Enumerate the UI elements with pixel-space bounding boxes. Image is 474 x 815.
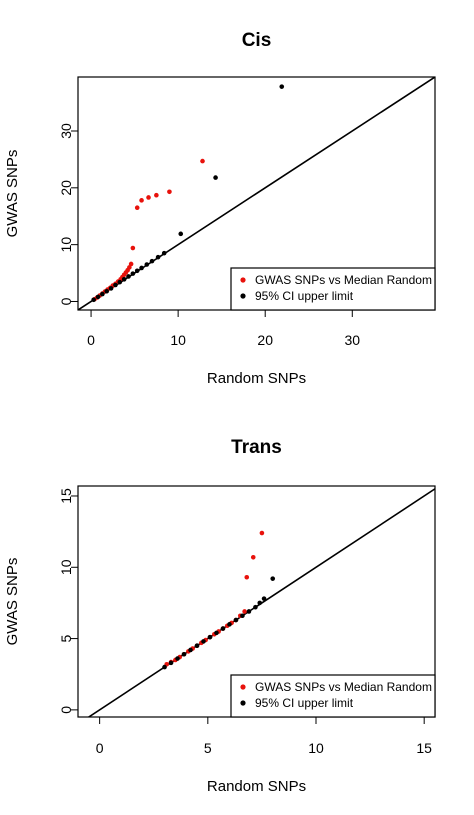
point-ci-upper: [246, 609, 252, 614]
point-ci-upper: [134, 268, 140, 274]
point-ci-upper: [188, 647, 193, 653]
point-ci-upper: [201, 639, 206, 644]
y-axis-label: GWAS SNPs: [4, 558, 21, 646]
point-ci-upper: [233, 617, 239, 623]
legend: GWAS SNPs vs Median Random 95% CI upper l…: [230, 267, 436, 311]
point-ci-upper: [261, 596, 267, 601]
point-ci-upper: [113, 282, 118, 288]
identity-line: [87, 487, 435, 717]
series-1: [91, 84, 285, 303]
point-gwas-vs-median: [200, 158, 205, 164]
point-ci-upper: [95, 294, 101, 300]
y-tick-label: 10: [58, 237, 74, 253]
point-ci-upper: [253, 604, 258, 610]
x-tick-label: 0: [87, 332, 95, 348]
legend-label: GWAS SNPs vs Median Random: [255, 680, 432, 694]
point-ci-upper: [155, 254, 161, 260]
chart-title: Cis: [242, 30, 272, 51]
x-tick-label: 20: [257, 332, 273, 348]
point-ci-upper: [181, 651, 187, 657]
point-gwas-vs-median: [128, 261, 134, 267]
point-ci-upper: [91, 297, 96, 303]
point-ci-upper: [207, 634, 213, 640]
point-gwas-vs-median: [242, 609, 247, 614]
legend-marker: [240, 293, 246, 299]
point-gwas-vs-median: [154, 192, 159, 198]
point-ci-upper: [162, 664, 167, 670]
legend-box: [230, 267, 436, 311]
point-ci-upper: [227, 622, 232, 627]
y-tick-label: 30: [58, 123, 74, 139]
point-gwas-vs-median: [250, 554, 256, 560]
legend-marker: [240, 684, 246, 690]
point-ci-upper: [175, 656, 180, 661]
point-ci-upper: [270, 576, 276, 581]
legend-label: 95% CI upper limit: [255, 696, 354, 710]
x-tick-label: 5: [204, 740, 212, 756]
y-tick-label: 20: [58, 180, 74, 196]
x-axis-label: Random SNPs: [207, 778, 306, 795]
point-ci-upper: [126, 274, 131, 279]
legend-label: GWAS SNPs vs Median Random: [255, 273, 432, 287]
point-ci-upper: [130, 271, 136, 276]
point-ci-upper: [257, 600, 263, 606]
series-0: [164, 530, 265, 667]
point-gwas-vs-median: [146, 195, 151, 200]
x-tick-label: 15: [416, 740, 432, 756]
x-tick-label: 30: [344, 332, 360, 348]
legend-box: [230, 674, 436, 718]
y-tick-label: 0: [58, 297, 74, 305]
series-1: [162, 576, 276, 670]
series-0: [92, 158, 205, 302]
point-ci-upper: [168, 660, 174, 666]
point-ci-upper: [144, 262, 150, 267]
point-gwas-vs-median: [127, 265, 132, 270]
point-gwas-vs-median: [244, 574, 250, 580]
point-ci-upper: [108, 286, 114, 291]
point-gwas-vs-median: [139, 198, 144, 203]
point-ci-upper: [220, 626, 226, 631]
x-axis-label: Random SNPs: [207, 370, 306, 387]
x-tick-label: 10: [170, 332, 186, 348]
point-ci-upper: [178, 231, 184, 237]
chart-title: Trans: [231, 437, 282, 458]
y-tick-label: 0: [58, 706, 74, 714]
point-ci-upper: [100, 291, 105, 297]
point-ci-upper: [279, 84, 285, 89]
point-ci-upper: [121, 277, 127, 282]
chart-trans: Trans 0 5 10 15 0 5 10 15 Random SNPs GWAS SNPs GWA…: [4, 437, 436, 795]
y-tick-label: 10: [58, 559, 74, 575]
chart-cis: Cis 0 10 20 30 0 10 20 30 Random SNPs GWAS SNPs GWA…: [4, 30, 436, 387]
point-gwas-vs-median: [134, 205, 140, 211]
y-axis-label: GWAS SNPs: [4, 150, 21, 238]
x-tick-label: 10: [308, 740, 324, 756]
y-tick-label: 15: [58, 488, 74, 504]
point-ci-upper: [213, 175, 218, 180]
legend: GWAS SNPs vs Median Random 95% CI upper l…: [230, 674, 436, 718]
y-tick-label: 5: [58, 634, 74, 642]
legend-label: 95% CI upper limit: [255, 289, 354, 303]
point-ci-upper: [240, 613, 245, 619]
legend-marker: [240, 700, 246, 706]
point-ci-upper: [104, 288, 110, 294]
legend-marker: [240, 277, 246, 283]
point-ci-upper: [214, 630, 219, 636]
point-ci-upper: [117, 279, 123, 285]
x-tick-label: 0: [96, 740, 104, 756]
point-ci-upper: [161, 250, 167, 256]
point-gwas-vs-median: [167, 189, 172, 195]
point-ci-upper: [194, 643, 200, 649]
point-gwas-vs-median: [130, 245, 136, 251]
point-ci-upper: [139, 265, 144, 271]
point-ci-upper: [149, 258, 155, 264]
point-gwas-vs-median: [259, 530, 265, 536]
